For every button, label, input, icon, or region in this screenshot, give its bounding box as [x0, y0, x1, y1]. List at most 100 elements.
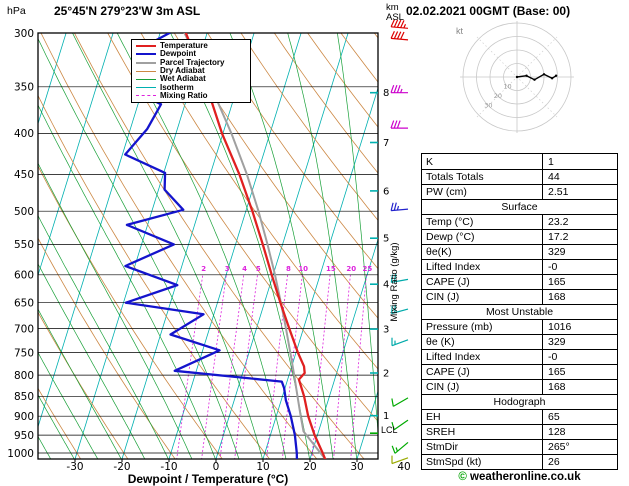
pressure-tick-label: 900 [14, 411, 34, 423]
table-row-label: θe(K) [422, 245, 543, 259]
pressure-tick-label: 650 [14, 298, 34, 310]
legend-item-label: Wet Adiabat [160, 74, 206, 84]
wind-barb-tick [394, 304, 396, 313]
wind-barb-tick [396, 84, 401, 93]
table-section-header: Hodograph [422, 394, 617, 409]
legend-line-sample [136, 45, 156, 48]
pressure-tick-label: 450 [14, 169, 34, 181]
km-tick-label: 7 [383, 138, 389, 149]
table-row-value: 26 [548, 456, 560, 468]
table-row-label: EH [422, 410, 543, 424]
table-row: StmDir 265° [422, 439, 617, 454]
wind-barb-staff [394, 441, 409, 454]
mixing-ratio-axis-label: Mixing Ratio (g/kg) [389, 242, 400, 322]
km-tick-label: 1 [383, 411, 389, 422]
table-row-value: 329 [548, 246, 566, 258]
wind-barb-tick [393, 19, 399, 28]
hodograph-trace-point [515, 75, 519, 79]
legend: Temperature Dewpoint Parcel Trajectory Dry … [131, 39, 251, 104]
wind-barb-tick [391, 445, 396, 454]
pressure-tick-label: 550 [14, 239, 34, 251]
table-row-value: 128 [548, 426, 566, 438]
pressure-tick-label: 350 [14, 82, 34, 94]
wind-barb-tick [400, 20, 405, 28]
altitude-unit-km: km [386, 2, 399, 13]
hodograph-trace-point [525, 74, 528, 77]
wind-barb-tick [396, 19, 402, 28]
table-section-header: Most Unstable [422, 304, 617, 319]
table-row-label: Lifted Index [422, 260, 543, 274]
pressure-tick-label: 300 [14, 28, 34, 40]
wind-barb-tick [390, 19, 395, 28]
legend-item: Parcel Trajectory [136, 58, 250, 67]
wind-barb [390, 30, 409, 41]
table-row-value: 1016 [548, 321, 572, 333]
temp-tick-label: 40 [397, 461, 410, 473]
dry-adiabat-line [173, 33, 378, 319]
pressure-tick-label: 400 [14, 128, 34, 140]
temp-tick-label: -20 [113, 461, 130, 473]
dry-adiabat-line [38, 387, 82, 459]
dry-adiabat-line [240, 33, 378, 221]
wind-barb-tick [390, 274, 394, 283]
wind-barb-tick [393, 120, 398, 129]
wind-barb-tick [393, 31, 399, 39]
hodograph-trace-point [542, 73, 546, 76]
altitude-ref-asl: ASL [386, 12, 404, 23]
hodograph-trace-point [533, 78, 536, 81]
pressure-tick-label: 600 [14, 270, 34, 282]
wind-barb [391, 419, 409, 431]
table-row: Lifted Index -0 [422, 349, 617, 364]
wind-barb-tick [393, 84, 398, 93]
table-row: CIN (J) 168 [422, 379, 617, 394]
pressure-tick-label: 500 [14, 206, 34, 218]
table-row: CAPE (J) 165 [422, 364, 617, 379]
wind-barb-tick [400, 31, 405, 40]
table-row-label: SREH [422, 425, 543, 439]
wind-barb [390, 84, 408, 94]
table-row-label: Dewp (°C) [422, 230, 543, 244]
isotherm-line [38, 33, 161, 429]
wind-barb-tick [391, 398, 394, 407]
table-row: Lifted Index -0 [422, 259, 617, 274]
table-row-label: Totals Totals [422, 170, 543, 184]
wind-barb-tick [390, 202, 394, 211]
table-row-value: 165 [548, 276, 566, 288]
hodograph-trace-point [554, 74, 558, 77]
legend-line-sample [136, 95, 156, 97]
dewpoint-curve [124, 33, 299, 459]
pressure-axis-unit: hPa [7, 5, 26, 17]
table-row: Totals Totals 44 [422, 169, 617, 184]
mixing-ratio-value-label: 5 [256, 265, 261, 273]
hodograph-trace-point [550, 77, 554, 80]
mixing-ratio-value-label: 25 [363, 265, 373, 273]
wind-barb-halftick [403, 24, 407, 29]
temp-tick-label: 10 [256, 461, 269, 473]
mixing-ratio-value-label: 4 [242, 265, 247, 273]
pressure-tick-label: 1000 [7, 448, 34, 460]
mixing-ratio-value-label: 2 [201, 265, 206, 273]
wind-barb [391, 337, 409, 347]
datetime-label: 02.02.2021 00GMT (Base: 00) [406, 4, 571, 18]
table-row-value: 2.51 [548, 186, 569, 198]
wind-barb-tick [393, 202, 397, 211]
wind-barb-tick [390, 120, 395, 129]
table-row-value: 168 [548, 291, 566, 303]
table-row-label: CIN (J) [422, 380, 543, 394]
temp-tick-label: 20 [303, 461, 316, 473]
isotherm-line [215, 33, 349, 459]
table-row: θe (K) 329 [422, 334, 617, 349]
hodograph-ring-label: 10 [503, 83, 511, 91]
table-row-value: 65 [548, 411, 560, 423]
table-row-value: 329 [548, 336, 566, 348]
wind-barb-tick [391, 305, 393, 314]
table-row: Temp (°C) 23.2 [422, 214, 617, 229]
legend-item-label: Temperature [160, 41, 208, 51]
legend-item: Mixing Ratio [136, 91, 250, 100]
wet-adiabat-line [337, 33, 378, 437]
wind-barb [390, 120, 408, 129]
isotherm-line [121, 33, 255, 459]
legend-item: Isotherm [136, 83, 250, 91]
